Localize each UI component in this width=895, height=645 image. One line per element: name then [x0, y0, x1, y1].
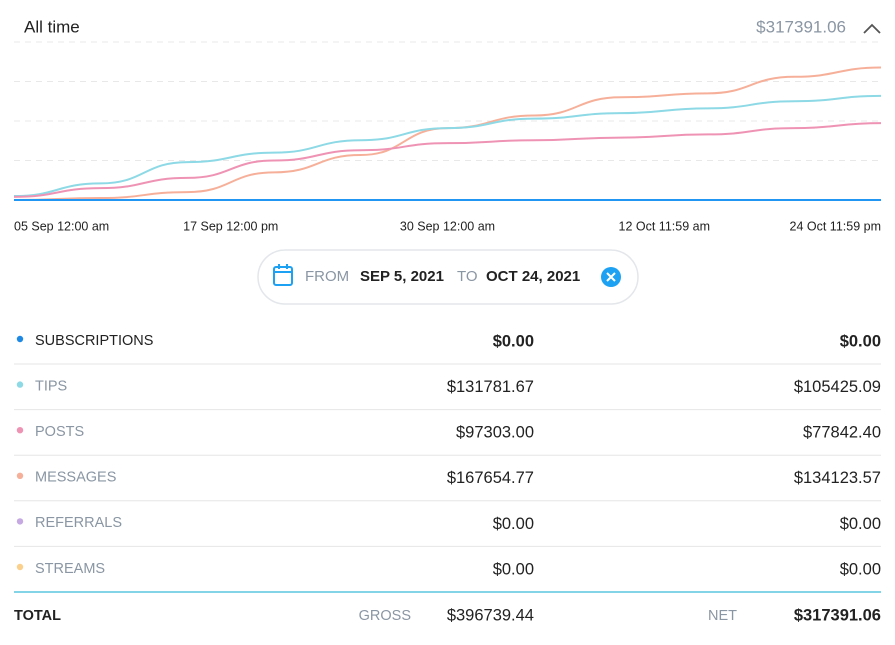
collapse-chevron[interactable]: [863, 23, 881, 34]
total-amount: $317391.06: [756, 17, 846, 36]
row-net: $105425.09: [794, 378, 881, 396]
to-date[interactable]: OCT 24, 2021: [486, 268, 580, 285]
series-line: [13, 66, 882, 201]
row-name: STREAMS: [35, 561, 105, 577]
row-dot: [16, 518, 24, 525]
row-gross: $0.00: [493, 515, 534, 533]
row-name: MESSAGES: [35, 470, 116, 486]
x-tick-label: 12 Oct 11:59 am: [619, 219, 711, 233]
row-name: POSTS: [35, 424, 84, 440]
chart: 05 Sep 12:00 am 17 Sep 12:00 pm 30 Sep 12:…: [13, 41, 882, 233]
x-tick-label: 24 Oct 11:59 pm: [790, 219, 882, 233]
x-tick-label: 17 Sep 12:00 pm: [183, 219, 278, 233]
row-dot: [16, 563, 24, 571]
date-filter[interactable]: [257, 249, 639, 305]
row-dot: [16, 335, 24, 343]
from-date[interactable]: SEP 5, 2021: [360, 268, 444, 285]
clear-button[interactable]: [601, 267, 621, 287]
x-tick-label: 30 Sep 12:00 am: [400, 219, 495, 233]
row-name: SUBSCRIPTIONS: [35, 333, 153, 349]
x-tick-label: 05 Sep 12:00 am: [14, 219, 109, 233]
calendar-icon[interactable]: [273, 264, 293, 286]
row-net: $77842.40: [803, 424, 881, 442]
row-gross: $131781.67: [447, 378, 534, 396]
from-label: FROM: [305, 268, 349, 285]
row-gross: $0.00: [493, 560, 534, 578]
row-dot: [16, 472, 24, 479]
row-net: $134123.57: [794, 469, 881, 487]
breakdown-table: SUBSCRIPTIONS $0.00 $0.00 TIPS $131781.67 $10…: [14, 332, 881, 624]
row-net: $0.00: [840, 332, 881, 350]
title: All time: [24, 17, 80, 36]
row-dot: [16, 427, 24, 434]
total-net: $317391.06: [794, 606, 881, 624]
total-gross: $396739.44: [447, 606, 534, 624]
row-name: REFERRALS: [35, 515, 122, 531]
series-line: [13, 122, 882, 198]
row-gross: $167654.77: [447, 469, 534, 487]
row-net: $0.00: [840, 515, 881, 533]
row-gross: $97303.00: [456, 424, 534, 442]
net-label: NET: [708, 608, 737, 624]
row-name: TIPS: [35, 378, 67, 394]
row-net: $0.00: [840, 560, 881, 578]
row-dot: [16, 381, 24, 388]
row-gross: $0.00: [493, 332, 534, 350]
total-label: TOTAL: [14, 608, 61, 624]
to-label: TO: [457, 268, 478, 285]
gross-label: GROSS: [359, 608, 411, 624]
series-line: [13, 94, 882, 198]
